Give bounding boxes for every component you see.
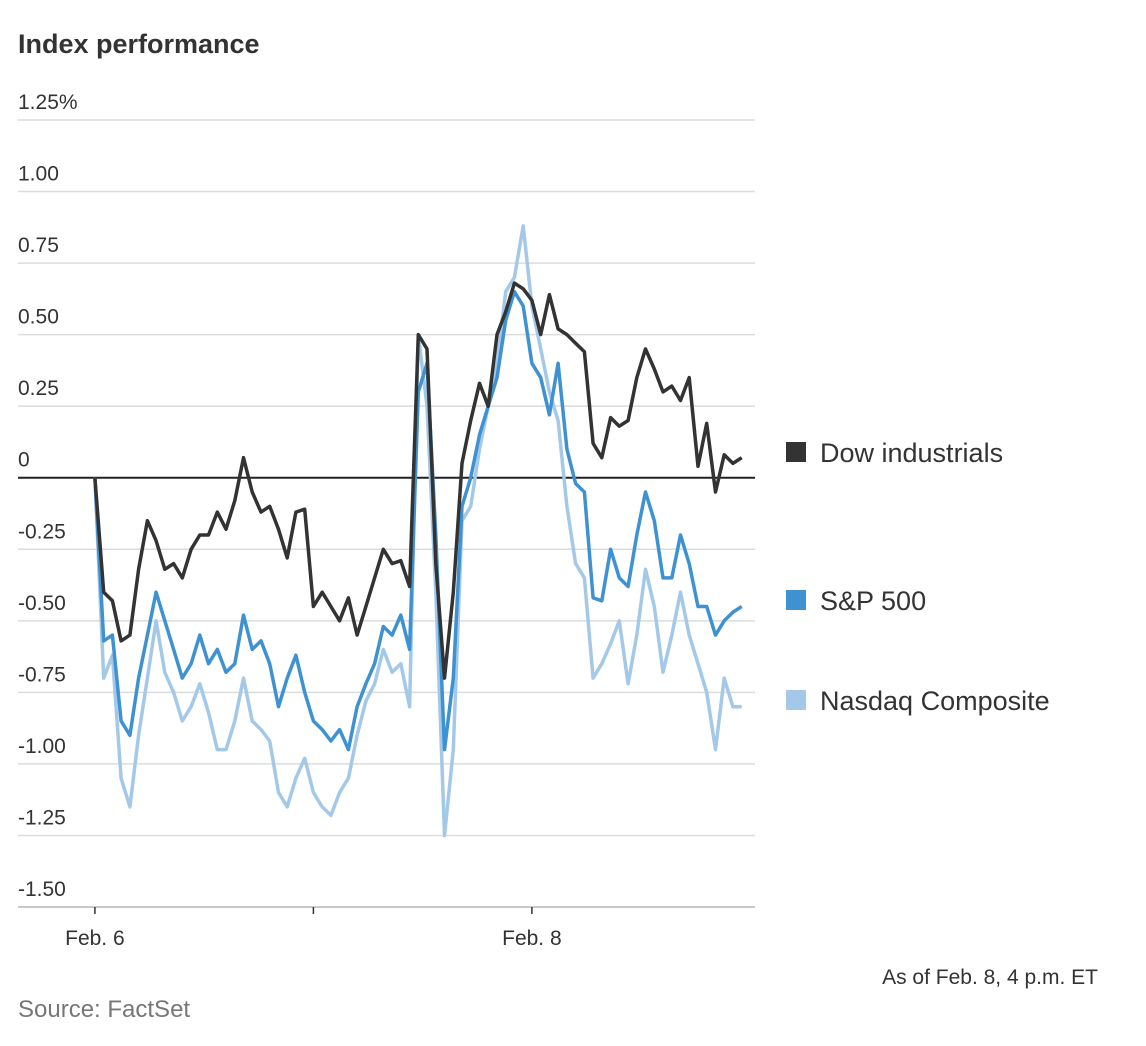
chart-title: Index performance (18, 29, 260, 59)
y-tick-label: 0.50 (18, 306, 59, 329)
legend-label: Nasdaq Composite (820, 686, 1050, 716)
y-tick-label: -0.75 (18, 663, 66, 686)
y-tick-label: 0 (18, 449, 30, 472)
y-tick-label: -1.50 (18, 878, 66, 901)
y-tick-label: -1.25 (18, 806, 66, 829)
series-line (93, 289, 743, 752)
legend-label: S&P 500 (820, 586, 926, 616)
legend-swatch (786, 690, 806, 710)
y-tick-label: 1.25% (18, 91, 78, 114)
x-tick-label: Feb. 8 (502, 927, 562, 950)
series-line (93, 224, 742, 838)
y-tick-label: 0.75 (18, 234, 59, 257)
legend-swatch (786, 442, 806, 462)
note: As of Feb. 8, 4 p.m. ET (882, 966, 1098, 989)
y-tick-label: -0.25 (18, 520, 66, 543)
y-tick-label: 0.25 (18, 377, 59, 400)
x-tick-label: Feb. 6 (65, 927, 125, 950)
source: Source: FactSet (18, 996, 190, 1023)
legend-label: Dow industrials (820, 438, 1003, 468)
legend-swatch (786, 590, 806, 610)
y-tick-label: -1.00 (18, 735, 66, 758)
series-line (93, 281, 743, 680)
y-tick-label: 1.00 (18, 163, 59, 186)
y-tick-label: -0.50 (18, 592, 66, 615)
